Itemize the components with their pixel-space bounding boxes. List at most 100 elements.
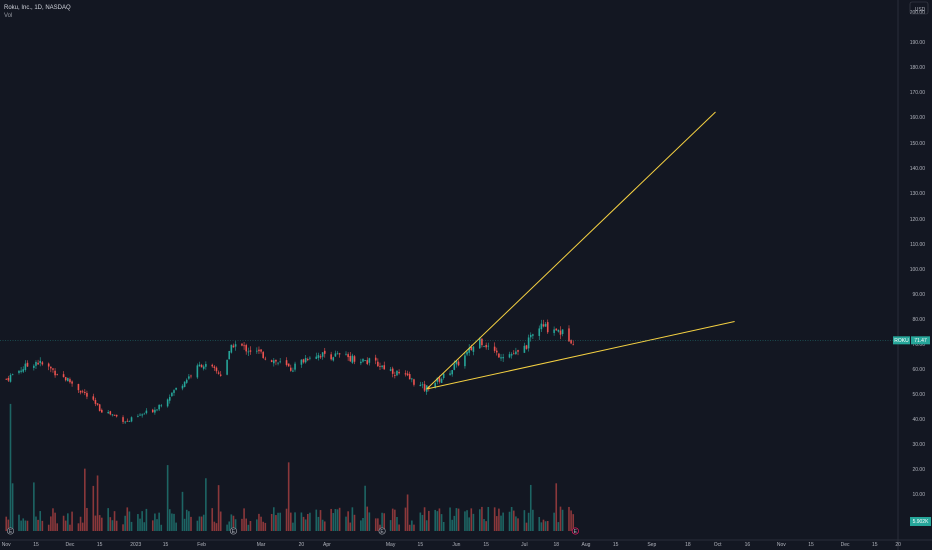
price-tick-label: 30.00 — [912, 442, 925, 448]
volume-bar — [527, 512, 530, 531]
volume-bar — [5, 516, 8, 531]
candle-body — [262, 352, 264, 358]
candle-body — [249, 350, 252, 352]
volume-bar — [319, 510, 322, 531]
candle-body — [515, 351, 517, 355]
currency-label: USD — [915, 7, 926, 13]
volume-bar — [262, 521, 264, 531]
volume-bar — [287, 462, 290, 531]
volume-bar — [228, 521, 231, 531]
volume-bar — [154, 513, 156, 531]
earnings-marker-label: E — [574, 529, 578, 535]
candle-body — [423, 384, 426, 391]
time-tick-label: 18 — [553, 542, 559, 548]
volume-bar — [64, 520, 67, 531]
candle-body — [37, 362, 39, 365]
earnings-marker-label: E — [232, 529, 236, 535]
volume-bar — [20, 520, 22, 531]
volume-bar — [173, 513, 175, 531]
time-tick-label: Jul — [521, 542, 527, 548]
candle-body — [67, 378, 69, 382]
volume-bar — [52, 508, 54, 531]
candle-body — [406, 373, 409, 376]
volume-bar — [130, 521, 133, 531]
volume-bar — [47, 524, 50, 531]
earnings-marker — [378, 527, 386, 535]
time-tick-label: Mar — [257, 542, 266, 548]
candle-body — [98, 404, 101, 411]
candle-body — [364, 360, 366, 361]
time-tick-label: 15 — [418, 542, 424, 548]
volume-bar — [124, 515, 126, 531]
time-tick-label: Dec — [65, 542, 74, 548]
candle-body — [540, 323, 543, 330]
volume-bar — [289, 512, 292, 531]
candle-body — [52, 368, 54, 370]
time-tick-label: 15 — [483, 542, 489, 548]
price-tick-label: 140.00 — [910, 166, 926, 172]
volume-bar — [230, 514, 233, 531]
candle-body — [323, 350, 326, 354]
candle-body — [544, 323, 547, 327]
candle-body — [294, 363, 296, 370]
volume-bar — [472, 513, 475, 531]
candle-body — [453, 364, 456, 370]
volume-bar — [111, 520, 114, 531]
candle-body — [510, 354, 513, 356]
candle-body — [171, 392, 173, 397]
volume-bar — [294, 512, 296, 531]
candle-body — [245, 345, 248, 352]
candle-body — [481, 338, 483, 346]
candle-body — [200, 364, 203, 368]
candle-body — [391, 368, 394, 374]
volume-bar — [464, 511, 466, 531]
candle-body — [270, 360, 273, 362]
volume-bar — [336, 509, 339, 531]
volume-bar — [77, 523, 80, 531]
candle-body — [122, 417, 124, 422]
volume-bar — [411, 520, 413, 531]
candle-body — [349, 356, 352, 362]
volume-bar — [481, 506, 483, 531]
volume-bar — [181, 491, 184, 531]
candle-body — [353, 356, 356, 362]
time-tick-label: Oct — [714, 542, 722, 548]
volume-bar — [300, 512, 303, 531]
volume-bar — [217, 485, 220, 531]
volume-bar — [205, 478, 207, 531]
candle-body — [243, 345, 245, 347]
candle-body — [366, 360, 369, 365]
candle-body — [205, 364, 207, 367]
time-tick-label: Feb — [197, 542, 206, 548]
volume-bar — [345, 516, 347, 531]
volume-bar — [183, 518, 186, 531]
volume-bar — [213, 521, 216, 531]
candle-body — [256, 350, 258, 352]
candle-body — [572, 344, 575, 346]
candle-body — [92, 396, 95, 400]
volume-bar — [502, 512, 504, 531]
time-tick-label: Aug — [582, 542, 591, 548]
candle-body — [394, 375, 396, 376]
candle-body — [338, 353, 341, 355]
volume-bar — [168, 509, 171, 531]
time-tick-label: 20 — [895, 542, 901, 548]
symbol-title[interactable]: Roku, Inc., 1D, NASDAQ — [4, 5, 71, 11]
volume-bar — [270, 513, 273, 531]
volume-bar — [559, 506, 562, 531]
candle-body — [336, 353, 339, 355]
volume-bar — [561, 509, 564, 531]
trendlines[interactable] — [426, 111, 735, 390]
volume-bar — [264, 522, 267, 531]
candle-body — [62, 374, 65, 378]
volume-bar — [50, 516, 52, 531]
candle-body — [487, 345, 490, 347]
candle-body — [130, 417, 133, 422]
earnings-marker — [6, 527, 15, 535]
candle-body — [285, 360, 288, 365]
volume-legend[interactable]: Vol — [4, 13, 13, 19]
volume-bar — [406, 494, 409, 531]
volume-bar — [143, 522, 146, 531]
